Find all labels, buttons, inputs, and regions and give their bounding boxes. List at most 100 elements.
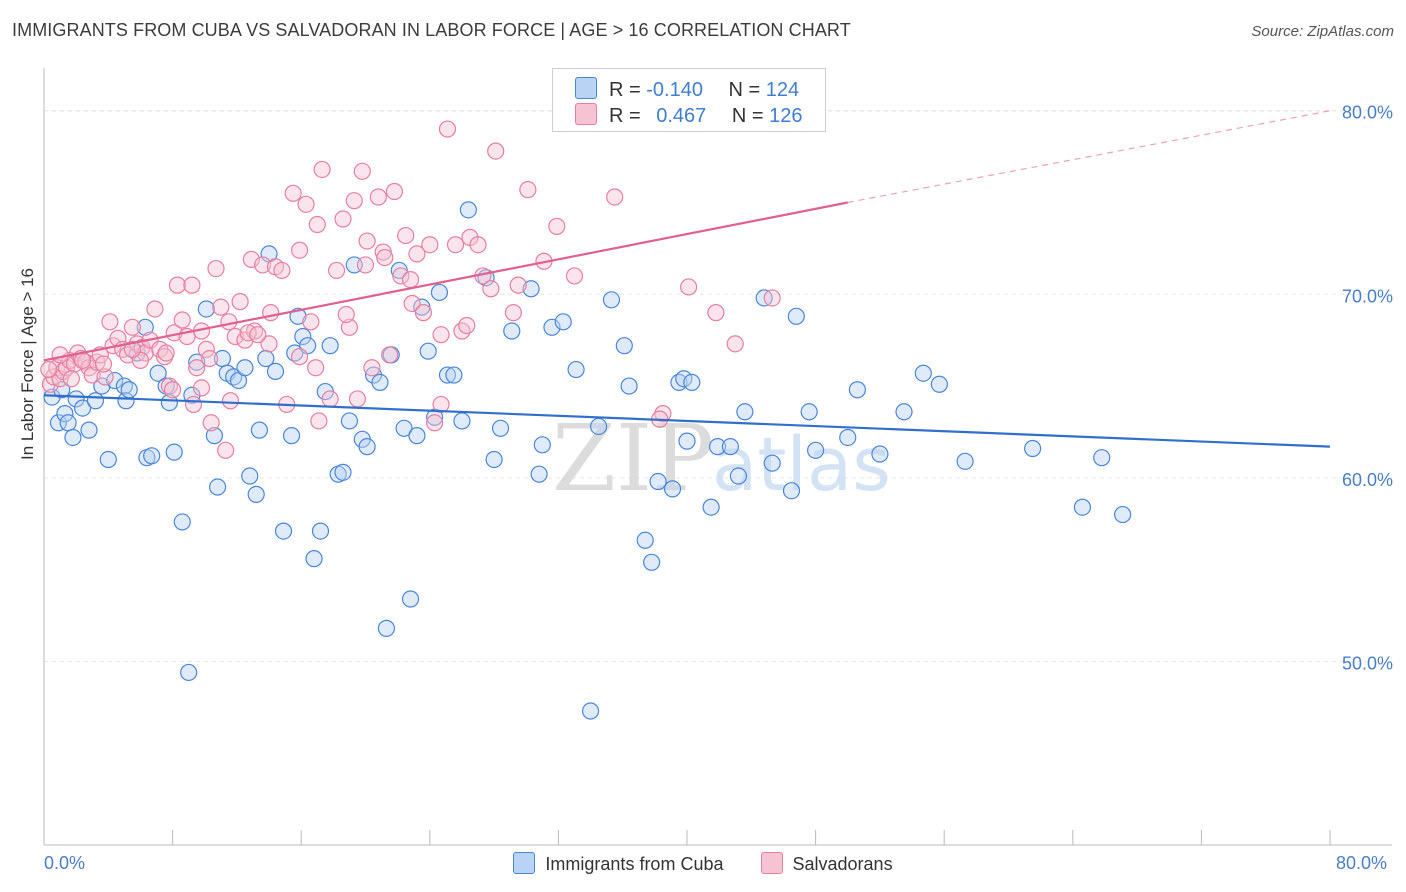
data-point-cuba: [73, 399, 92, 417]
data-point-cuba: [871, 445, 889, 463]
data-point-cuba: [533, 436, 551, 454]
data-point-cuba: [117, 392, 135, 410]
data-point-cuba: [49, 414, 68, 432]
data-point-cuba: [1073, 498, 1092, 516]
data-point-cuba: [136, 318, 154, 336]
series-cuba-points: [43, 201, 1132, 720]
data-point-salvadoran: [487, 142, 505, 160]
series-legend: Immigrants from Cuba Salvadorans: [0, 852, 1406, 875]
data-point-salvadoran: [62, 370, 80, 388]
data-point-cuba: [173, 513, 191, 531]
legend-swatch-salvadoran: [575, 103, 597, 125]
data-point-cuba: [782, 482, 801, 500]
data-point-cuba: [620, 377, 638, 395]
data-point-cuba: [643, 553, 661, 571]
legend-item-salvadoran[interactable]: Salvadorans: [760, 852, 893, 875]
data-point-cuba: [67, 390, 85, 408]
data-point-salvadoran: [221, 392, 240, 410]
n-label: N =: [731, 105, 770, 127]
data-point-salvadoran: [273, 261, 291, 280]
trend-line-salvadoran: [43, 201, 848, 362]
correlation-legend: R = -0.140 N = 124 R = 0.467 N = 126: [552, 68, 826, 132]
data-point-cuba: [86, 392, 105, 410]
data-point-cuba: [257, 349, 275, 368]
trend-lines: [43, 110, 1331, 448]
data-point-cuba: [721, 438, 740, 456]
data-point-cuba: [589, 417, 608, 436]
data-point-salvadoran: [321, 390, 339, 408]
data-point-cuba: [180, 663, 198, 682]
data-point-cuba: [438, 366, 457, 384]
data-point-cuba: [149, 364, 167, 382]
data-point-salvadoran: [381, 346, 399, 364]
data-point-cuba: [491, 419, 510, 437]
data-point-cuba: [321, 337, 339, 355]
data-point-cuba: [143, 447, 161, 465]
data-point-salvadoran: [348, 390, 367, 408]
r-value-cuba: -0.140: [646, 79, 703, 101]
series-salvadoran-points: [40, 120, 781, 459]
data-point-cuba: [848, 381, 866, 399]
data-point-cuba: [377, 619, 395, 637]
source-prefix: Source:: [1251, 23, 1308, 40]
data-point-cuba: [266, 362, 285, 380]
data-point-cuba: [543, 318, 561, 336]
data-point-cuba: [209, 478, 227, 496]
chart-title: IMMIGRANTS FROM CUBA VS SALVADORAN IN LA…: [12, 20, 851, 40]
data-point-salvadoran: [376, 248, 394, 267]
legend-row-salvadoran: R = 0.467 N = 126: [575, 103, 803, 127]
data-point-salvadoran: [345, 192, 363, 210]
data-point-cuba: [602, 291, 621, 309]
data-point-cuba: [93, 377, 111, 395]
n-label: N =: [728, 79, 766, 101]
data-point-salvadoran: [482, 280, 500, 298]
data-point-cuba: [311, 522, 330, 540]
n-value-salvadoran: 126: [769, 105, 803, 127]
r-value-salvadoran: 0.467: [656, 105, 707, 127]
data-point-cuba: [445, 366, 463, 384]
data-point-cuba: [241, 467, 259, 485]
legend-item-cuba[interactable]: Immigrants from Cuba: [513, 852, 723, 875]
data-point-salvadoran: [337, 305, 355, 324]
data-point-salvadoran: [469, 236, 487, 254]
data-point-cuba: [615, 337, 633, 355]
data-point-cuba: [408, 427, 426, 445]
data-point-salvadoran: [680, 278, 698, 296]
data-point-salvadoran: [192, 379, 211, 397]
data-point-salvadoran: [509, 276, 527, 294]
data-point-salvadoran: [254, 256, 272, 274]
data-point-salvadoran: [123, 318, 142, 336]
y-tick-labels: 50.0% 60.0% 70.0% 80.0%: [1342, 103, 1393, 674]
data-point-cuba: [236, 359, 254, 377]
data-point-salvadoran: [157, 344, 175, 362]
data-point-salvadoran: [392, 267, 410, 285]
data-point-salvadoran: [188, 359, 206, 377]
data-point-salvadoran: [310, 412, 328, 430]
data-point-cuba: [763, 454, 781, 472]
data-point-salvadoran: [123, 340, 142, 358]
data-point-salvadoran: [458, 316, 476, 335]
watermark-atlas: atlas: [712, 422, 891, 508]
data-point-salvadoran: [438, 120, 457, 138]
data-point-salvadoran: [707, 304, 725, 322]
data-point-salvadoran: [183, 276, 201, 294]
data-point-cuba: [305, 550, 323, 568]
watermark-zip: ZIP: [552, 405, 714, 512]
data-point-salvadoran: [606, 188, 624, 206]
data-point-salvadoran: [302, 313, 320, 331]
data-point-cuba: [930, 375, 948, 393]
data-point-cuba: [274, 522, 293, 540]
data-point-cuba: [567, 360, 585, 379]
source-link[interactable]: ZipAtlas.com: [1307, 23, 1394, 40]
data-point-salvadoran: [284, 184, 302, 202]
r-label: R =: [609, 79, 647, 101]
data-point-salvadoran: [414, 304, 432, 322]
legend-swatch-cuba: [575, 77, 597, 99]
data-point-salvadoran: [94, 355, 113, 373]
data-point-salvadoran: [369, 188, 387, 206]
trend-line-cuba: [43, 394, 1331, 448]
data-point-salvadoran: [763, 289, 781, 307]
legend-row-cuba: R = -0.140 N = 124: [575, 77, 799, 101]
y-tick-label: 70.0%: [1342, 286, 1393, 306]
r-label: R =: [609, 105, 647, 127]
